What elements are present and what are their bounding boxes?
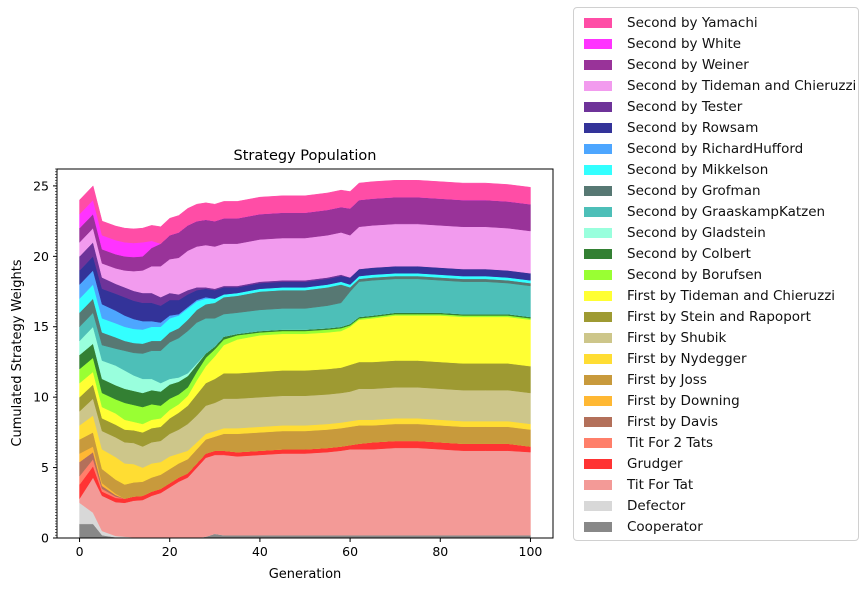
legend-swatch xyxy=(584,207,612,217)
legend-label: Tit For Tat xyxy=(627,477,694,493)
legend-swatch xyxy=(584,144,612,154)
x-axis-label: Generation xyxy=(269,567,342,582)
x-tick-label: 0 xyxy=(76,544,84,559)
legend-swatch xyxy=(584,333,612,343)
legend-label: Second by Yamachi xyxy=(627,15,758,31)
legend-label: Second by Tester xyxy=(627,99,743,115)
legend-swatch xyxy=(584,186,612,196)
legend-label: First by Downing xyxy=(627,393,740,409)
legend-item: Second by Weiner xyxy=(584,57,749,73)
area-second-by-yamachi xyxy=(79,180,531,244)
legend-item: Second by White xyxy=(584,36,741,52)
legend-swatch xyxy=(584,81,612,91)
legend-item: First by Shubik xyxy=(584,330,726,346)
legend-swatch xyxy=(584,354,612,364)
legend-item: Second by Mikkelson xyxy=(584,162,768,178)
legend-label: Second by Weiner xyxy=(627,57,749,73)
legend-label: First by Davis xyxy=(627,414,718,430)
legend-label: Defector xyxy=(627,498,686,514)
legend-label: First by Tideman and Chieruzzi xyxy=(627,288,836,304)
y-tick-label: 10 xyxy=(33,390,49,405)
x-axis: 0 20 40 60 80 100 xyxy=(76,538,543,559)
legend-label: Second by Borufsen xyxy=(627,267,763,283)
legend-swatch xyxy=(584,102,612,112)
legend-label: Second by Tideman and Chieruzzi xyxy=(627,78,857,94)
legend-swatch xyxy=(584,459,612,469)
legend-item: Second by Borufsen xyxy=(584,267,762,283)
legend-label: Grudger xyxy=(627,456,683,472)
y-tick-label: 0 xyxy=(41,531,49,546)
legend: Second by Yamachi Second by White Second b… xyxy=(573,7,859,541)
legend-label: First by Joss xyxy=(627,372,707,388)
y-tick-label: 25 xyxy=(33,178,49,193)
legend-swatch xyxy=(584,60,612,70)
legend-swatch xyxy=(584,480,612,490)
legend-item: Second by Tester xyxy=(584,99,742,115)
legend-item: Second by Rowsam xyxy=(584,120,758,136)
legend-swatch xyxy=(584,228,612,238)
y-axis-label: Cumulated Strategy Weights xyxy=(10,259,25,446)
chart-title: Strategy Population xyxy=(234,148,377,164)
legend-label: Second by RichardHufford xyxy=(627,141,804,157)
legend-swatch xyxy=(584,501,612,511)
legend-item: Second by Gladstein xyxy=(584,225,766,241)
legend-label: Second by Rowsam xyxy=(627,120,759,136)
legend-label: Second by Mikkelson xyxy=(627,162,769,178)
legend-item: Second by Grofman xyxy=(584,183,761,199)
x-tick-label: 20 xyxy=(162,544,178,559)
legend-item: First by Nydegger xyxy=(584,351,747,367)
legend-swatch xyxy=(584,291,612,301)
legend-item: Cooperator xyxy=(584,519,703,535)
legend-swatch xyxy=(584,165,612,175)
legend-swatch xyxy=(584,375,612,385)
stacked-areas xyxy=(79,180,531,539)
legend-swatch xyxy=(584,438,612,448)
legend-label: Second by White xyxy=(627,36,742,52)
legend-label: Second by GraaskampKatzen xyxy=(627,204,826,220)
legend-swatch xyxy=(584,312,612,322)
legend-item: Tit For 2 Tats xyxy=(584,435,713,451)
legend-swatch xyxy=(584,270,612,280)
x-tick-label: 80 xyxy=(432,544,448,559)
legend-swatch xyxy=(584,417,612,427)
legend-label: Tit For 2 Tats xyxy=(627,435,714,451)
legend-swatch xyxy=(584,39,612,49)
y-tick-label: 15 xyxy=(33,319,49,334)
legend-item: Defector xyxy=(584,498,685,514)
legend-item: Second by Tideman and Chieruzzi xyxy=(584,78,856,94)
legend-label: Second by Gladstein xyxy=(627,225,766,241)
legend-label: First by Nydegger xyxy=(627,351,747,367)
y-tick-label: 20 xyxy=(33,249,49,264)
legend-swatch xyxy=(584,249,612,259)
legend-item: Grudger xyxy=(584,456,683,472)
legend-swatch xyxy=(584,396,612,406)
plot-frame xyxy=(56,168,554,539)
y-tick-label: 5 xyxy=(41,460,49,475)
legend-label: Second by Colbert xyxy=(627,246,751,262)
legend-swatch xyxy=(584,522,612,532)
legend-label: First by Stein and Rapoport xyxy=(627,309,811,325)
legend-swatch xyxy=(584,123,612,133)
legend-label: Cooperator xyxy=(627,519,703,535)
legend-item: First by Tideman and Chieruzzi xyxy=(584,288,835,304)
y-axis: 0 5 10 15 20 25 xyxy=(33,168,57,546)
legend-item: First by Joss xyxy=(584,372,707,388)
x-tick-label: 60 xyxy=(342,544,358,559)
legend-item: First by Davis xyxy=(584,414,718,430)
x-tick-label: 100 xyxy=(519,544,543,559)
legend-label: Second by Grofman xyxy=(627,183,761,199)
x-tick-label: 40 xyxy=(252,544,268,559)
legend-item: Tit For Tat xyxy=(584,477,693,493)
legend-item: Second by RichardHufford xyxy=(584,141,803,157)
legend-swatch xyxy=(584,18,612,28)
legend-item: Second by Colbert xyxy=(584,246,751,262)
legend-label: First by Shubik xyxy=(627,330,727,346)
legend-item: Second by GraaskampKatzen xyxy=(584,204,825,220)
legend-item: Second by Yamachi xyxy=(584,15,758,31)
legend-item: First by Downing xyxy=(584,393,740,409)
legend-item: First by Stein and Rapoport xyxy=(584,309,811,325)
